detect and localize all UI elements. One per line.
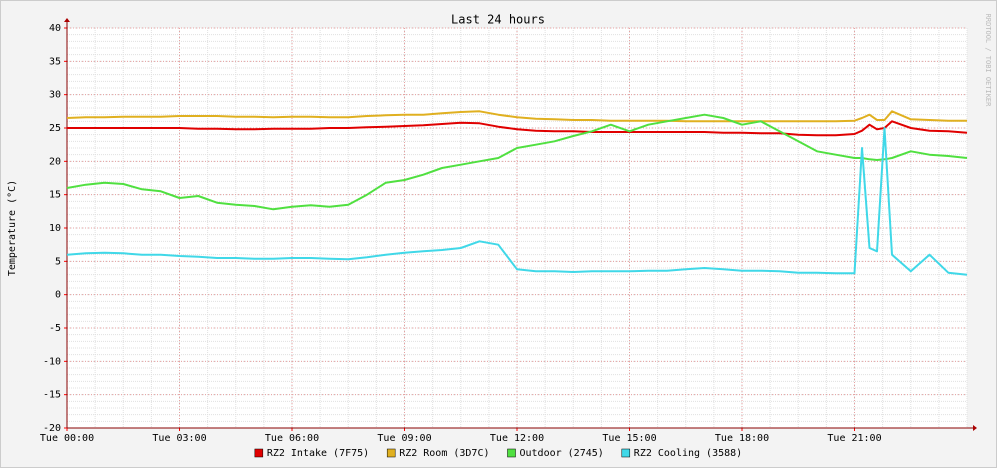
y-tick-label: -5 [49,323,61,334]
legend-swatch [386,448,396,458]
legend-label: Outdoor (2745) [520,448,604,459]
axis-arrow [973,425,977,431]
y-tick-label: 20 [49,156,61,167]
legend-swatch [507,448,516,458]
legend-swatch [621,448,631,458]
x-tick-label: Tue 00:00 [40,433,94,444]
y-tick-label: 5 [55,256,61,267]
y-tick-label: -20 [43,423,61,434]
legend-swatch [254,448,264,458]
y-tick-label: 25 [49,123,61,134]
y-tick-label: 35 [49,56,61,67]
y-tick-label: 40 [49,23,61,34]
y-tick-label: 15 [49,190,61,201]
y-tick-label: -15 [43,390,61,401]
series-line [67,120,968,137]
x-tick-label: Tue 15:00 [602,433,656,444]
legend-label: RZ2 Room (3D7C) [399,448,489,459]
y-tick-label: 0 [55,290,61,301]
axis-arrow [64,18,70,22]
y-axis-label: Temperature (°C) [7,180,18,276]
y-tick-label: 10 [49,223,61,234]
y-tick-label: -10 [43,356,61,367]
y-tick-label: 30 [49,90,61,101]
watermark: RRDTOOL / TOBI OETIKER [984,14,992,108]
series-line [66,110,967,123]
series-line [66,127,968,276]
x-tick-label: Tue 12:00 [490,433,544,444]
x-tick-label: Tue 21:00 [827,433,881,444]
legend-label: RZ2 Intake (7F75) [267,448,369,459]
x-tick-label: Tue 03:00 [152,433,206,444]
legend-label: RZ2 Cooling (3588) [634,448,742,459]
x-tick-label: Tue 09:00 [377,433,431,444]
x-tick-label: Tue 06:00 [265,433,319,444]
chart-title: Last 24 hours [451,13,545,27]
series-line [66,113,968,211]
x-tick-label: Tue 18:00 [715,433,769,444]
